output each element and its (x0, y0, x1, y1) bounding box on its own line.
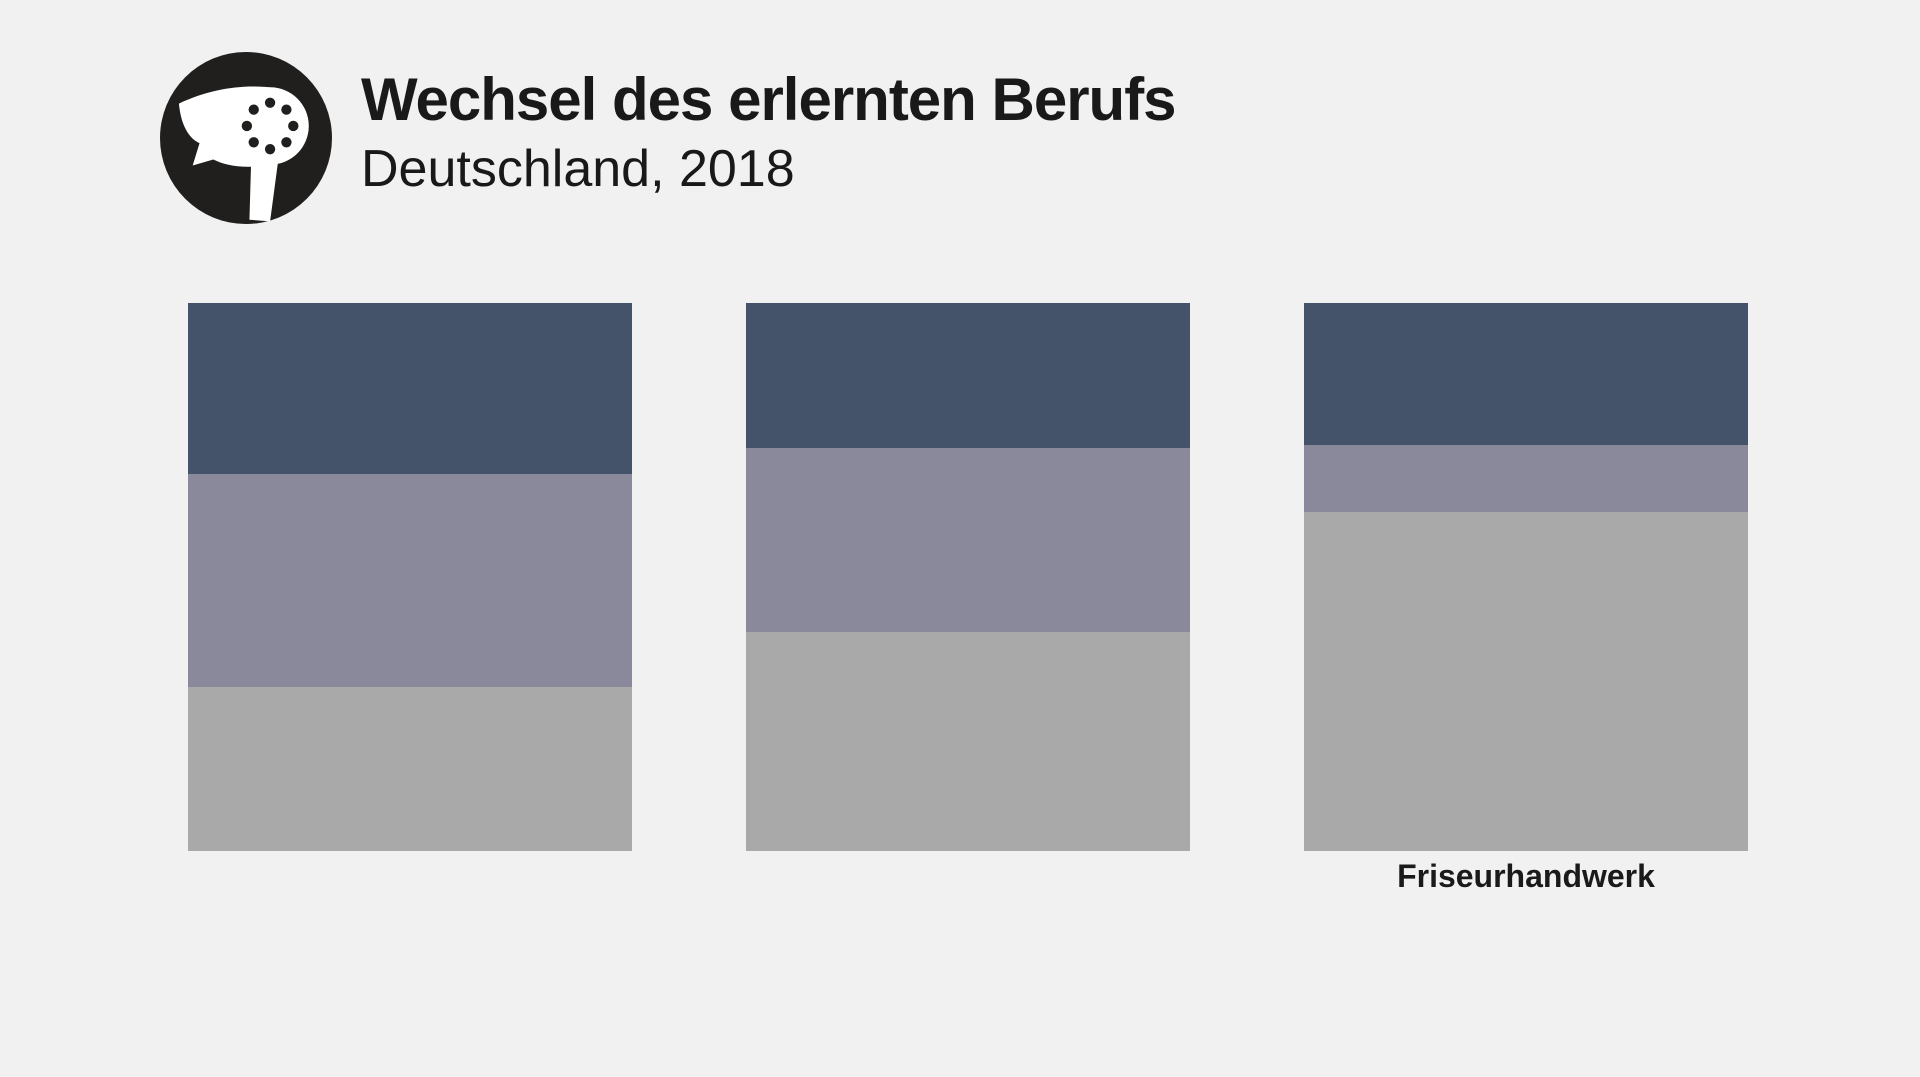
segment-middle-purple-gray (746, 448, 1190, 633)
bar-column-1 (188, 303, 632, 851)
hairdryer-icon (160, 52, 332, 224)
hairdryer-logo (160, 52, 332, 224)
segment-top-dark-blue (746, 303, 1190, 449)
chart-title: Wechsel des erlernten Berufs (361, 66, 1177, 133)
segment-top-dark-blue (1304, 303, 1748, 445)
bar-column-2 (746, 303, 1190, 851)
chart-subtitle: Deutschland, 2018 (361, 140, 795, 198)
segment-top-dark-blue (188, 303, 632, 474)
segment-middle-purple-gray (188, 473, 632, 688)
bar-label-friseurhandwerk: Friseurhandwerk (1397, 858, 1655, 894)
segment-bottom-light-gray (188, 687, 632, 851)
segment-bottom-light-gray (1304, 511, 1748, 851)
bar-column-3-friseurhandwerk (1304, 303, 1748, 851)
segment-middle-purple-gray (1304, 444, 1748, 512)
segment-bottom-light-gray (746, 632, 1190, 851)
